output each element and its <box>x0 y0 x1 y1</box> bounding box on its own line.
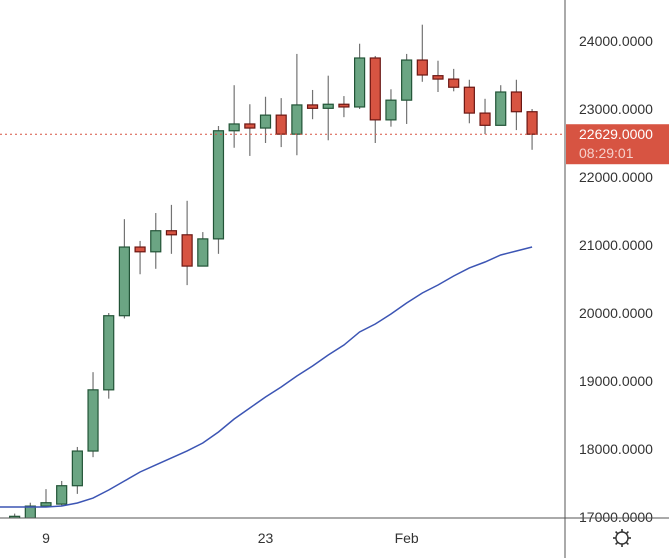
candle <box>87 372 99 458</box>
last-price-badge: 22629.0000 08:29:01 <box>566 124 669 165</box>
candle <box>71 446 83 494</box>
candle-body <box>385 99 397 121</box>
candle-body <box>479 112 491 126</box>
candle-body <box>134 246 146 253</box>
candle <box>401 53 413 124</box>
candle-body <box>526 111 538 135</box>
candle-body <box>338 103 350 108</box>
candle-body <box>369 57 381 121</box>
candle-body <box>87 389 99 452</box>
candle-body <box>103 315 115 391</box>
candle-body <box>165 230 178 236</box>
time-axis[interactable]: 9 23 Feb <box>42 530 419 546</box>
candle-body <box>448 78 460 88</box>
candle <box>165 204 178 254</box>
candle-body <box>259 114 272 129</box>
price-tick-label: 17000.0000 <box>579 509 653 525</box>
candles-layer <box>9 24 538 524</box>
candle-body <box>510 91 522 113</box>
candle <box>463 79 475 124</box>
candle <box>291 53 303 156</box>
moving-average-line <box>0 246 533 508</box>
candle <box>322 75 334 141</box>
candle <box>134 240 146 275</box>
candle <box>118 219 131 319</box>
candle <box>259 96 272 143</box>
last-price-value: 22629.0000 <box>579 126 653 142</box>
candle-body <box>228 123 240 132</box>
time-tick-label: 23 <box>258 530 274 546</box>
price-tick-label: 18000.0000 <box>579 441 653 457</box>
candle <box>244 104 256 156</box>
candle <box>432 60 444 92</box>
candle-body <box>495 91 507 126</box>
candle <box>212 126 225 254</box>
candle-body <box>56 485 68 505</box>
candle-body <box>463 86 475 114</box>
price-tick-label: 22000.0000 <box>579 169 653 185</box>
candle <box>197 232 209 267</box>
candle-body <box>306 104 319 109</box>
candle <box>228 85 240 148</box>
candle-body <box>197 238 209 267</box>
candle <box>103 313 115 399</box>
candle-body <box>354 57 366 108</box>
candle <box>416 24 428 82</box>
candle <box>56 480 68 506</box>
price-tick-label: 20000.0000 <box>579 305 653 321</box>
bar-countdown: 08:29:01 <box>579 145 634 161</box>
candle-body <box>71 450 83 487</box>
price-axis: 24000.0000 23000.0000 22000.0000 21000.0000… <box>579 33 653 525</box>
candle-body <box>150 230 162 253</box>
gear-icon[interactable] <box>613 529 631 547</box>
candle-body <box>212 130 225 240</box>
candle-body <box>401 59 413 101</box>
candle <box>448 68 460 92</box>
candle <box>495 85 507 126</box>
candle <box>385 89 397 127</box>
candle-body <box>118 246 131 317</box>
candle <box>369 55 381 143</box>
candle <box>40 489 52 507</box>
candle <box>306 89 319 120</box>
candle-body <box>244 123 256 129</box>
time-tick-label: Feb <box>395 530 419 546</box>
candle <box>275 98 287 148</box>
candle <box>181 200 193 286</box>
price-tick-label: 24000.0000 <box>579 33 653 49</box>
price-tick-label: 19000.0000 <box>579 373 653 389</box>
candle-body <box>40 502 52 507</box>
candle <box>354 43 366 109</box>
price-tick-label: 23000.0000 <box>579 101 653 117</box>
price-axis-bg[interactable] <box>566 0 669 518</box>
price-tick-label: 21000.0000 <box>579 237 653 253</box>
candle-body <box>275 114 287 135</box>
candle <box>338 96 350 118</box>
candle <box>479 98 491 135</box>
candle <box>510 79 522 131</box>
candle <box>150 213 162 269</box>
candle-body <box>432 75 444 80</box>
candle-body <box>322 103 334 109</box>
time-tick-label: 9 <box>42 530 50 546</box>
candle-body <box>181 234 193 267</box>
candle-body <box>416 59 428 76</box>
candle <box>526 109 538 150</box>
candle-body <box>291 104 303 135</box>
